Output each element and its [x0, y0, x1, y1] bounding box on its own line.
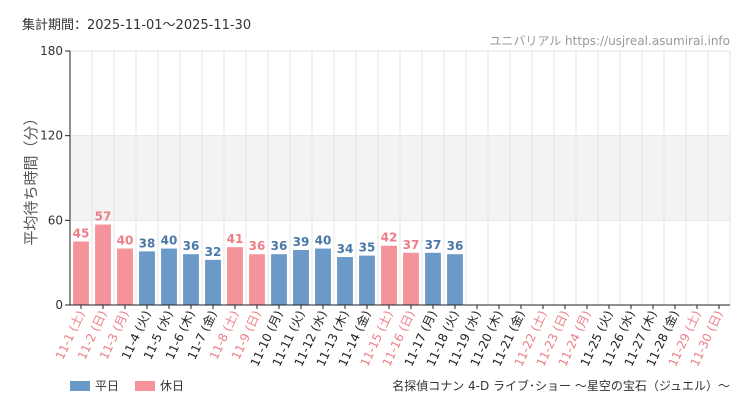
bar-value-label: 40: [117, 234, 134, 248]
bar: [271, 254, 287, 305]
bar-value-label: 57: [95, 210, 112, 224]
bar: [161, 248, 177, 305]
bar-value-label: 45: [73, 227, 90, 241]
legend-weekday: 平日: [70, 377, 119, 394]
bar-value-label: 36: [249, 239, 266, 253]
y-tick-label: 0: [55, 298, 63, 312]
bar: [403, 252, 419, 305]
collection-period: 集計期間：2025-11-01～2025-11-30: [22, 18, 252, 33]
bar: [205, 259, 221, 305]
weekday-swatch: [70, 380, 90, 391]
bar-value-label: 37: [403, 238, 420, 252]
y-tick-label: 120: [40, 129, 63, 143]
bar: [117, 248, 133, 305]
bar: [315, 248, 331, 305]
site-watermark: ユニバリアル https://usjreal.asumirai.info: [489, 34, 730, 48]
legend-weekday-label: 平日: [95, 379, 120, 393]
y-tick-label: 180: [40, 44, 63, 58]
bar-value-label: 32: [205, 245, 222, 259]
bar-value-label: 40: [161, 234, 178, 248]
bar: [183, 254, 199, 305]
bar: [139, 251, 155, 305]
y-tick-label: 60: [48, 213, 63, 227]
attraction-name: 名探偵コナン 4-D ライブ･ショー ～星空の宝石（ジュエル）～: [392, 379, 730, 393]
legend-holiday: 休日: [135, 377, 184, 394]
bar-value-label: 37: [425, 238, 442, 252]
y-axis-title: 平均待ち時間（分）: [22, 110, 40, 245]
legend-holiday-label: 休日: [160, 379, 185, 393]
bar: [381, 245, 397, 305]
bar: [293, 249, 309, 305]
bar-value-label: 39: [293, 235, 310, 249]
legend: 平日 休日: [70, 377, 184, 394]
bar-value-label: 34: [337, 242, 354, 256]
bar: [249, 254, 265, 305]
bar-value-label: 36: [271, 239, 288, 253]
holiday-swatch: [135, 380, 156, 391]
bar: [73, 241, 89, 305]
bar-value-label: 38: [139, 236, 156, 250]
bar: [447, 254, 463, 305]
bar: [337, 257, 353, 305]
bar-value-label: 40: [315, 234, 332, 248]
bar-value-label: 35: [359, 241, 376, 255]
bar: [425, 252, 441, 305]
bar: [95, 224, 111, 305]
bar-value-label: 42: [381, 231, 398, 245]
bar: [359, 255, 375, 305]
bar-value-label: 41: [227, 232, 244, 246]
bar-value-label: 36: [447, 239, 464, 253]
bar: [227, 247, 243, 305]
bar-value-label: 36: [183, 239, 200, 253]
